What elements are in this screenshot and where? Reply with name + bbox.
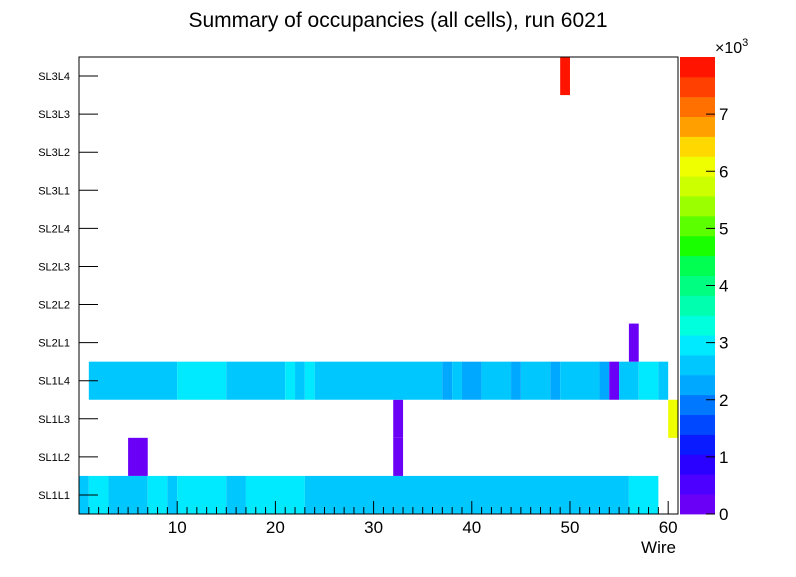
colorbar-swatch	[680, 275, 715, 296]
colorbar-swatch	[680, 176, 715, 197]
heatmap-cell	[609, 361, 620, 400]
heatmap-cell	[658, 361, 669, 400]
colorbar-swatch	[680, 215, 715, 237]
heatmap-cell	[599, 361, 610, 400]
y-tick-label: SL3L4	[38, 71, 70, 83]
x-tick-label: 60	[659, 518, 678, 537]
colorbar-swatch	[680, 156, 715, 177]
y-axis: SL1L1 SL1L2 SL1L3 SL1L4 SL2L1 SL2L2 SL2L3 SL2L4…	[38, 71, 98, 502]
colorbar-multiplier-base: ×10	[715, 40, 742, 57]
heatmap-cell	[88, 361, 178, 400]
y-tick-label: SL1L1	[38, 490, 70, 502]
y-tick-label: SL1L2	[38, 452, 70, 464]
y-tick-label: SL3L3	[38, 109, 70, 121]
x-tick-label: 40	[462, 518, 481, 537]
y-tick-label: SL1L4	[38, 376, 70, 388]
heatmap-cell	[619, 361, 639, 400]
colorbar-swatch	[680, 454, 715, 475]
heatmap-cell	[167, 475, 178, 514]
colorbar-swatch	[680, 196, 715, 217]
y-tick-label: SL1L3	[38, 414, 70, 426]
heatmap-cell	[628, 323, 639, 362]
heatmap-cell	[295, 361, 305, 400]
x-tick-label: 20	[266, 518, 285, 537]
colorbar-tick-label: 7	[719, 105, 728, 124]
plot-frame	[78, 56, 679, 515]
heatmap-cell	[560, 361, 600, 400]
heatmap-cell	[560, 57, 570, 96]
heatmap-cell	[226, 361, 286, 400]
y-tick-label: SL2L2	[38, 300, 70, 312]
heatmap-cell	[314, 361, 443, 400]
heatmap-cell	[304, 361, 315, 400]
x-tick-label: 50	[561, 518, 580, 537]
colorbar-tick-label: 3	[719, 334, 728, 353]
heatmap-cell	[285, 361, 296, 400]
heatmap-cell	[393, 437, 404, 476]
heatmap-cell	[452, 361, 462, 400]
colorbar-tick-label: 5	[719, 219, 728, 238]
colorbar-swatch	[680, 474, 715, 495]
x-axis-label: Wire	[641, 538, 676, 557]
heatmap-cell	[550, 361, 561, 400]
colorbar-tick-label: 1	[719, 448, 728, 467]
heatmap-cell	[88, 475, 109, 514]
x-axis: 10 20 30 40 50 60	[88, 501, 678, 537]
y-tick-label: SL2L4	[38, 223, 70, 235]
colorbar-swatch	[680, 355, 715, 376]
colorbar-swatch	[680, 96, 715, 118]
heatmap-cell	[638, 361, 659, 400]
colorbar-swatch	[680, 235, 715, 257]
colorbar-tick-label: 4	[719, 277, 728, 296]
colorbar-swatch	[680, 136, 715, 157]
colorbar-swatch	[680, 295, 715, 316]
heatmap-cell	[226, 475, 246, 514]
colorbar-swatch	[680, 434, 715, 455]
colorbar: 0 1 2 3 4 5 6 7	[680, 57, 728, 524]
colorbar-swatch	[680, 335, 715, 356]
colorbar-swatch	[680, 414, 715, 435]
heatmap-cell	[304, 475, 629, 514]
heatmap-cells	[79, 57, 678, 514]
heatmap-cell	[177, 475, 227, 514]
colorbar-swatch	[680, 374, 715, 396]
colorbar-swatch	[680, 315, 715, 336]
colorbar-multiplier-exponent: 3	[742, 37, 748, 49]
heatmap-cell	[128, 437, 148, 476]
heatmap-cell	[520, 361, 551, 400]
colorbar-swatch	[680, 76, 715, 98]
colorbar-swatch	[680, 394, 715, 416]
heatmap-cell	[177, 361, 227, 400]
colorbar-swatch	[680, 116, 715, 137]
heatmap-cell	[481, 361, 512, 400]
colorbar-tick-label: 2	[719, 391, 728, 410]
colorbar-swatch	[680, 57, 715, 78]
heatmap-cell	[393, 399, 404, 438]
colorbar-tick-label: 6	[719, 162, 728, 181]
x-tick-label: 10	[168, 518, 187, 537]
heatmap-cell	[147, 475, 168, 514]
colorbar-swatch	[680, 255, 715, 276]
y-tick-label: SL3L2	[38, 147, 70, 159]
y-tick-label: SL2L1	[38, 338, 70, 350]
chart-title: Summary of occupancies (all cells), run …	[188, 9, 607, 32]
colorbar-multiplier: ×103	[715, 37, 748, 57]
x-tick-label: 30	[364, 518, 383, 537]
y-tick-label: SL3L1	[38, 185, 70, 197]
heatmap-cell	[461, 361, 482, 400]
heatmap-cell	[668, 399, 678, 438]
heatmap-cell	[511, 361, 521, 400]
heatmap-cell	[442, 361, 453, 400]
colorbar-tick-label: 0	[719, 505, 728, 524]
y-tick-label: SL2L3	[38, 261, 70, 273]
colorbar-swatch	[680, 494, 715, 515]
heatmap-cell	[628, 475, 659, 514]
